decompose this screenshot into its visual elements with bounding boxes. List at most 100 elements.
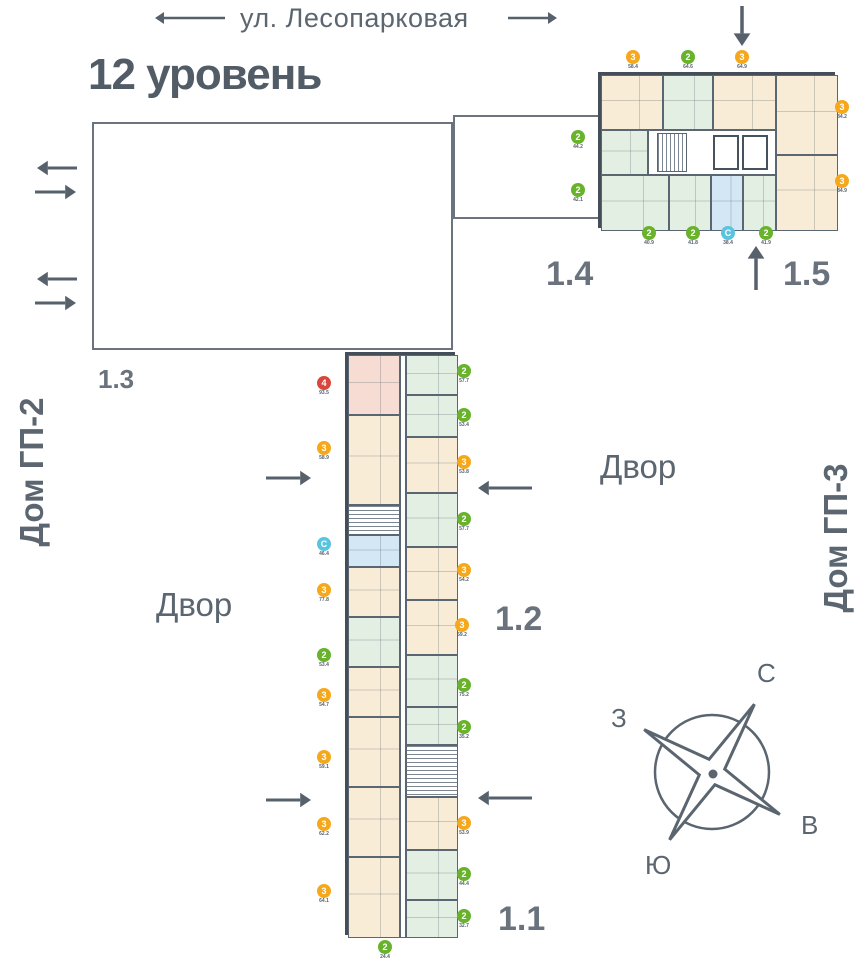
- apartment-block[interactable]: [406, 600, 458, 655]
- apartment-block[interactable]: [776, 75, 838, 155]
- apartment-area-label: 44.2: [573, 144, 583, 150]
- apartment-area-label: 64.6: [683, 64, 693, 70]
- apartment-block[interactable]: [348, 717, 400, 787]
- apartment-badge[interactable]: 2 41.9: [759, 226, 773, 246]
- apartment-badge[interactable]: 2 32.7: [457, 909, 471, 929]
- apartment-block[interactable]: [406, 493, 458, 547]
- apartment-block[interactable]: [601, 130, 648, 175]
- apartment-area-label: 53.4: [319, 662, 329, 668]
- apartment-block[interactable]: [743, 175, 776, 231]
- apartment-badge[interactable]: 3 84.2: [835, 100, 849, 120]
- apartment-badge[interactable]: 2 41.8: [686, 226, 700, 246]
- building-1-5-plan[interactable]: [598, 72, 838, 231]
- apartment-area-label: 93.5: [319, 390, 329, 396]
- compass-rose: [612, 672, 812, 872]
- apartment-area-label: 44.4: [459, 881, 469, 887]
- apartment-badge[interactable]: 2 24.4: [378, 940, 392, 960]
- apartment-block[interactable]: [663, 75, 713, 130]
- apartment-block[interactable]: [669, 175, 711, 231]
- apartment-area-label: 32.7: [459, 923, 469, 929]
- apartment-badge[interactable]: 2 75.2: [457, 678, 471, 698]
- apartment-badge[interactable]: 2 35.2: [457, 720, 471, 740]
- apartment-badge[interactable]: 3 84.9: [835, 174, 849, 194]
- apartment-badge[interactable]: 3 77.8: [317, 583, 331, 603]
- apartment-area-label: 84.2: [837, 114, 847, 120]
- stairwell: [348, 505, 400, 535]
- apartment-badge[interactable]: 2 40.9: [642, 226, 656, 246]
- apartment-area-label: 57.7: [459, 526, 469, 532]
- apartment-badge[interactable]: 2 44.2: [571, 130, 585, 150]
- apartment-block[interactable]: [406, 655, 458, 707]
- apartment-area-label: 53.4: [459, 422, 469, 428]
- apartment-badge[interactable]: С 38.4: [721, 226, 735, 246]
- apartment-block[interactable]: [406, 850, 458, 900]
- apartment-block[interactable]: [406, 355, 458, 395]
- apartment-badge[interactable]: 3 59.1: [317, 750, 331, 770]
- street-label: ул. Лесопарковая: [240, 3, 469, 33]
- compass-south-label: Ю: [645, 850, 672, 880]
- apartment-badge[interactable]: С 46.4: [317, 537, 331, 557]
- apartment-block[interactable]: [348, 355, 400, 415]
- direction-arrow-icon: [37, 271, 77, 287]
- apartment-block[interactable]: [348, 567, 400, 617]
- compass-east-label: В: [801, 810, 819, 840]
- apartment-block[interactable]: [348, 787, 400, 857]
- yard-label-right: Двор: [600, 448, 677, 485]
- apartment-block[interactable]: [406, 547, 458, 600]
- apartment-badge[interactable]: 3 53.9: [457, 816, 471, 836]
- apartment-badge[interactable]: 3 53.8: [457, 455, 471, 475]
- apartment-block[interactable]: [348, 617, 400, 667]
- apartment-badge[interactable]: 2 57.7: [457, 512, 471, 532]
- apartment-area-label: 41.9: [761, 240, 771, 246]
- corridor: [400, 355, 406, 938]
- elevator-shaft: [713, 135, 739, 170]
- apartment-block[interactable]: [406, 395, 458, 437]
- section-label-1-1: 1.1: [498, 900, 546, 938]
- apartment-badge[interactable]: 2 64.6: [681, 50, 695, 70]
- compass-star-icon: [643, 703, 781, 841]
- apartment-area-label: 54.7: [319, 702, 329, 708]
- compass-north-label: С: [757, 658, 776, 688]
- apartment-area-label: 53.8: [459, 469, 469, 475]
- apartment-badge[interactable]: 3 58.4: [626, 50, 640, 70]
- apartment-block[interactable]: [406, 797, 458, 850]
- apartment-area-label: 62.2: [319, 831, 329, 837]
- apartment-block[interactable]: [406, 900, 458, 938]
- apartment-block[interactable]: [348, 667, 400, 717]
- apartment-badge[interactable]: 3 64.1: [317, 884, 331, 904]
- apartment-block[interactable]: [406, 707, 458, 745]
- apartment-block[interactable]: [406, 437, 458, 493]
- apartment-block[interactable]: [601, 175, 669, 231]
- apartment-area-label: 41.8: [688, 240, 698, 246]
- apartment-badge[interactable]: 2 57.7: [457, 364, 471, 384]
- apartment-block[interactable]: [711, 175, 743, 231]
- direction-arrow-icon: [478, 480, 532, 496]
- apartment-area-label: 59.1: [319, 764, 329, 770]
- apartment-badge[interactable]: 2 44.4: [457, 867, 471, 887]
- apartment-badge[interactable]: 2 53.4: [457, 408, 471, 428]
- apartment-badge[interactable]: 3 59.2: [455, 618, 469, 638]
- apartment-badge[interactable]: 3 54.2: [457, 563, 471, 583]
- apartment-block[interactable]: [776, 155, 838, 231]
- apartment-block[interactable]: [348, 415, 400, 505]
- apartment-area-label: 46.4: [319, 551, 329, 557]
- direction-arrow-icon: [266, 470, 311, 486]
- apartment-badge[interactable]: 3 62.2: [317, 817, 331, 837]
- apartment-area-label: 24.4: [380, 954, 390, 960]
- apartment-badge[interactable]: 2 42.1: [571, 183, 585, 203]
- section-1-3-outline[interactable]: [92, 122, 453, 350]
- apartment-badge[interactable]: 4 93.5: [317, 376, 331, 396]
- apartment-block[interactable]: [601, 75, 663, 130]
- apartment-badge[interactable]: 3 58.9: [317, 441, 331, 461]
- apartment-block[interactable]: [348, 857, 400, 938]
- apartment-area-label: 77.8: [319, 597, 329, 603]
- apartment-badge[interactable]: 3 54.7: [317, 688, 331, 708]
- apartment-area-label: 58.9: [319, 455, 329, 461]
- apartment-badge[interactable]: 3 64.9: [735, 50, 749, 70]
- direction-arrow-icon: [37, 160, 77, 176]
- apartment-block[interactable]: [713, 75, 776, 130]
- apartment-badge[interactable]: 2 53.4: [317, 648, 331, 668]
- apartment-block[interactable]: [348, 535, 400, 567]
- building-1-1-plan[interactable]: [345, 352, 458, 938]
